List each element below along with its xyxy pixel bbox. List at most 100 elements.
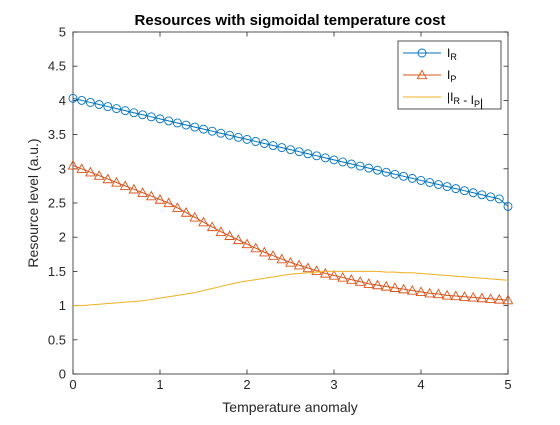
y-tick-label: 1.5 bbox=[48, 264, 66, 279]
data-point bbox=[320, 153, 330, 163]
data-point bbox=[154, 194, 166, 204]
data-point bbox=[354, 276, 366, 286]
data-point bbox=[276, 253, 288, 264]
data-point bbox=[338, 157, 348, 167]
y-tick-label: 4.5 bbox=[48, 59, 66, 74]
data-point bbox=[163, 197, 175, 208]
data-point bbox=[433, 288, 444, 299]
x-tick-label: 2 bbox=[243, 377, 250, 392]
data-point bbox=[190, 122, 200, 132]
data-point bbox=[503, 201, 513, 211]
legend-item: IR bbox=[403, 46, 457, 62]
data-point bbox=[241, 238, 253, 249]
data-point bbox=[207, 126, 217, 136]
data-point bbox=[259, 246, 270, 257]
data-point bbox=[502, 294, 514, 305]
data-point bbox=[389, 282, 401, 292]
data-point bbox=[468, 188, 478, 198]
data-point bbox=[138, 110, 148, 120]
data-point bbox=[242, 134, 252, 144]
data-point bbox=[120, 106, 130, 116]
data-point bbox=[302, 262, 314, 273]
legend-label: |IR - IP| bbox=[447, 90, 483, 110]
data-point bbox=[485, 293, 496, 303]
data-point bbox=[172, 202, 183, 212]
legend-marker bbox=[417, 48, 427, 58]
data-point bbox=[451, 184, 461, 194]
series-0 bbox=[68, 93, 513, 211]
data-point bbox=[189, 211, 201, 222]
data-point bbox=[303, 149, 313, 159]
data-point bbox=[486, 192, 496, 202]
data-point bbox=[450, 290, 462, 301]
chart-title: Resources with sigmoidal temperature cos… bbox=[135, 12, 446, 29]
data-point bbox=[286, 145, 295, 155]
legend-subscript: P bbox=[450, 74, 456, 84]
y-tick-label: 4 bbox=[59, 93, 66, 108]
data-point bbox=[250, 242, 262, 253]
data-point bbox=[112, 104, 121, 114]
data-point bbox=[251, 136, 261, 146]
data-point bbox=[425, 178, 435, 187]
x-tick-label: 1 bbox=[156, 377, 163, 392]
data-point bbox=[363, 278, 375, 288]
series-2 bbox=[73, 270, 509, 307]
x-tick-label: 0 bbox=[69, 377, 76, 392]
data-point bbox=[476, 292, 488, 303]
data-point bbox=[146, 112, 156, 122]
data-point bbox=[467, 291, 479, 302]
data-point bbox=[285, 256, 296, 267]
data-point bbox=[416, 175, 426, 185]
data-point bbox=[172, 118, 182, 128]
data-point bbox=[294, 147, 304, 157]
data-point bbox=[259, 139, 269, 148]
data-point bbox=[199, 124, 208, 134]
data-point bbox=[267, 250, 279, 260]
data-point bbox=[155, 114, 165, 124]
data-point bbox=[441, 289, 453, 300]
data-point bbox=[76, 163, 88, 173]
data-point bbox=[129, 108, 139, 118]
data-point bbox=[433, 180, 443, 189]
data-point bbox=[311, 265, 322, 275]
series-1 bbox=[67, 159, 514, 305]
legend-text: I bbox=[447, 46, 450, 60]
data-point bbox=[460, 186, 469, 196]
series-layer bbox=[67, 93, 514, 307]
data-point bbox=[198, 216, 209, 227]
y-tick-label: 0 bbox=[59, 367, 66, 382]
data-point bbox=[164, 116, 174, 126]
data-point bbox=[85, 98, 95, 107]
data-point bbox=[415, 286, 427, 297]
data-point bbox=[399, 171, 409, 181]
data-point bbox=[232, 234, 244, 245]
data-point bbox=[381, 167, 391, 177]
data-point bbox=[329, 155, 339, 165]
data-point bbox=[364, 163, 374, 173]
data-point bbox=[67, 159, 79, 170]
data-point bbox=[406, 285, 418, 295]
legend-subscript: R bbox=[450, 52, 457, 62]
data-point bbox=[215, 226, 227, 236]
x-tick-label: 5 bbox=[504, 377, 511, 392]
data-point bbox=[216, 128, 226, 138]
data-point bbox=[93, 170, 105, 180]
data-point bbox=[206, 221, 218, 232]
x-tick-label: 3 bbox=[330, 377, 337, 392]
data-point bbox=[407, 173, 417, 183]
data-point bbox=[119, 180, 131, 191]
y-tick-label: 2 bbox=[59, 230, 66, 245]
legend-subscript: R bbox=[453, 96, 460, 106]
data-point bbox=[180, 207, 192, 217]
legend-label: IP bbox=[447, 68, 456, 84]
data-point bbox=[494, 194, 504, 204]
data-point bbox=[380, 280, 392, 291]
x-axis: 0 1 2 3 4 5 bbox=[69, 32, 512, 392]
data-point bbox=[390, 169, 400, 179]
data-point bbox=[373, 165, 382, 175]
legend-item: |IR - IP| bbox=[403, 90, 483, 110]
data-point bbox=[372, 279, 383, 290]
data-point bbox=[293, 259, 305, 270]
